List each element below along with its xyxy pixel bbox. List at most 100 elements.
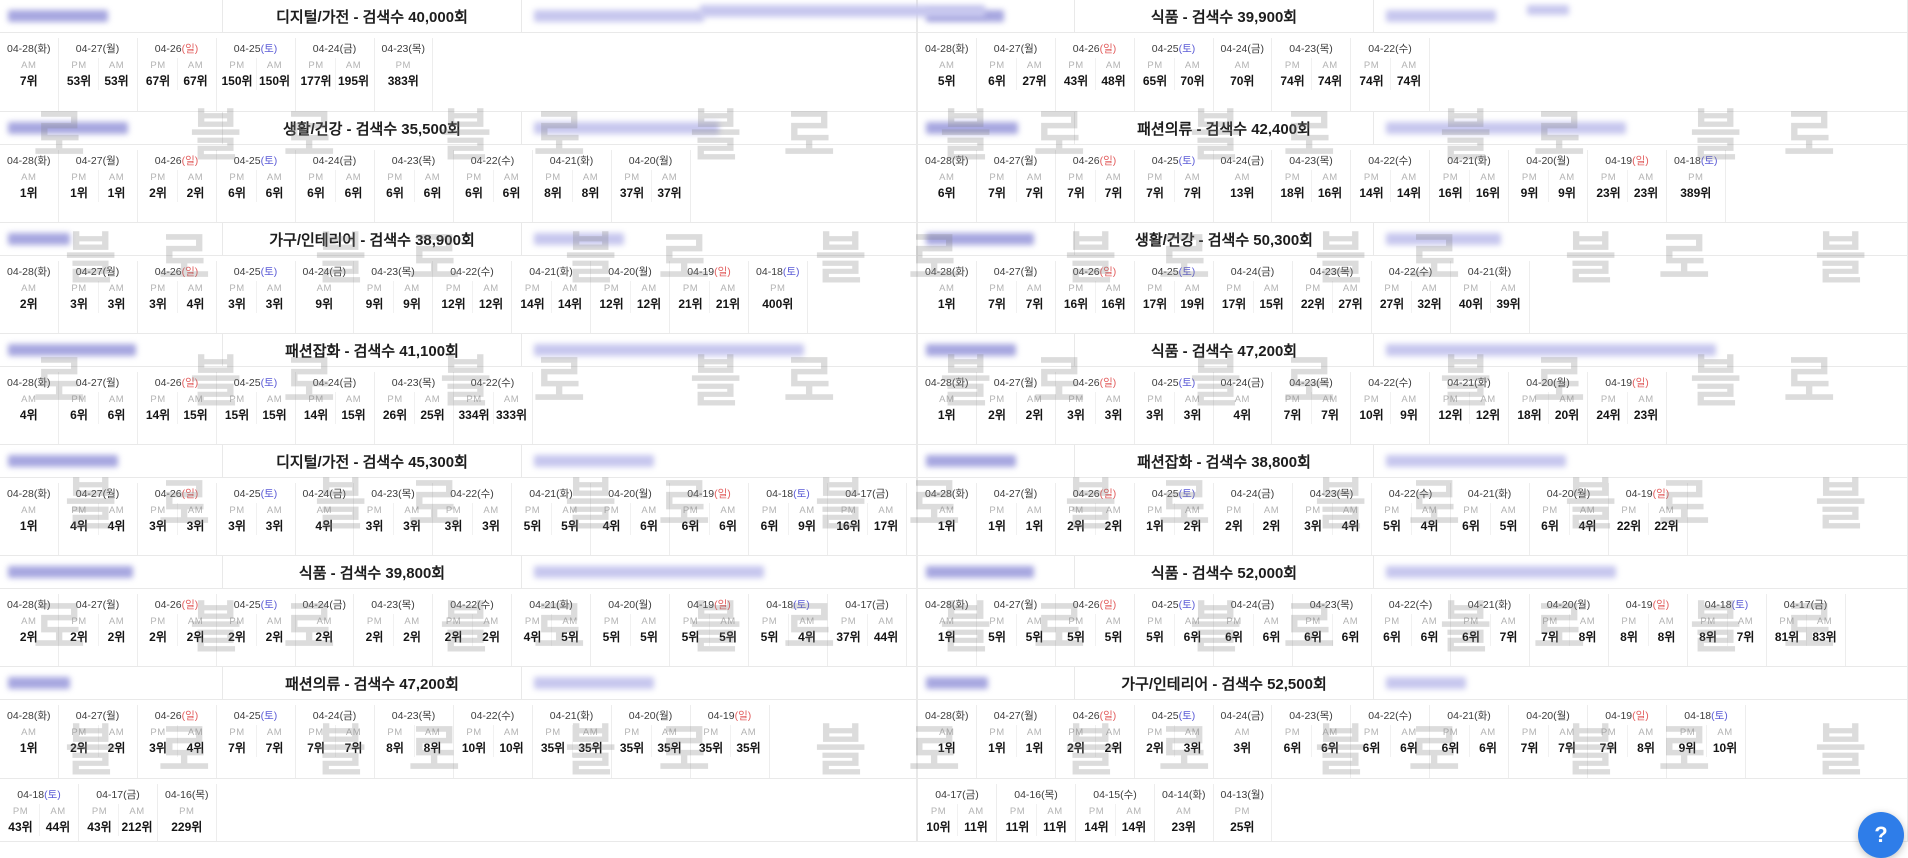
rank-value: 5위 (523, 519, 542, 533)
rank-cells: PM 22위 AM 22위 (1611, 503, 1685, 535)
rank-value: 83위 (1812, 630, 1837, 644)
rank-cell: AM 6위 (1390, 725, 1427, 757)
redacted-memo (1386, 122, 1626, 134)
ampm-label: PM (229, 172, 245, 183)
help-button[interactable]: ? (1858, 812, 1904, 858)
weekday-label: (목) (398, 599, 415, 611)
rank-cell: PM 18위 (1511, 392, 1548, 424)
rank-cell: AM 15위 (176, 392, 214, 424)
ampm-label: PM (445, 505, 462, 516)
date-column: 04-28(화) AM 4위 (0, 372, 59, 445)
keyword-panel: 디지털/가전 - 검색수 40,000회 04-28(화) AM 7위 04-2… (0, 0, 917, 112)
rank-cell: PM 2위 (1058, 725, 1095, 757)
panel-title: 패션의류 - 검색수 47,200회 (222, 667, 522, 699)
date-column: 04-23(목) PM 74위 AM 74위 (1272, 38, 1352, 111)
left-column: 디지털/가전 - 검색수 40,000회 04-28(화) AM 7위 04-2… (0, 0, 917, 842)
ampm-label: AM (740, 727, 757, 738)
ampm-label: PM (71, 505, 87, 516)
rank-value: 6위 (1462, 519, 1480, 533)
rank-value: 27위 (1338, 297, 1363, 311)
date-text: 04-23 (1309, 599, 1337, 611)
rank-history-row: 04-28(화) AM 4위 04-27(월) PM 6위 AM 6위 04-2… (0, 367, 916, 445)
rank-value: 8위 (1699, 630, 1717, 644)
date-text: 04-23 (1289, 710, 1317, 722)
rank-cell: PM 12위 (1432, 392, 1469, 424)
date-label: 04-22(수) (445, 598, 499, 612)
rank-value: 2위 (1183, 519, 1202, 533)
rank-value: 6위 (988, 74, 1006, 88)
date-column: 04-28(화) AM 1위 (918, 261, 977, 334)
date-column: 04-21(화) PM 12위 AM 12위 (1430, 372, 1510, 445)
date-text: 04-24 (1220, 43, 1248, 55)
panel-header: 식품 - 검색수 47,200회 (918, 334, 1907, 367)
ampm-label: AM (108, 172, 125, 183)
ampm-label: PM (1068, 616, 1084, 627)
rank-value: 2위 (365, 630, 384, 644)
date-text: 04-22 (1368, 377, 1396, 389)
date-column: 04-25(토) PM 150위 AM 150위 (217, 38, 296, 111)
weekday-label: (일) (1099, 488, 1117, 500)
rank-cell: PM 2위 (1216, 503, 1253, 535)
date-text: 04-23 (391, 710, 419, 722)
date-text: 04-26 (1072, 155, 1100, 167)
date-text: 04-25 (1151, 43, 1179, 55)
ampm-label: PM (524, 283, 541, 294)
rank-cells: PM 3위 AM 3위 (1137, 392, 1211, 424)
ampm-label: PM (229, 616, 245, 627)
rank-cell: AM 9위 (1548, 170, 1585, 202)
rank-value: 7위 (1067, 186, 1085, 200)
rank-value: 5위 (760, 630, 779, 644)
ampm-label: AM (1176, 806, 1192, 817)
ampm-label: PM (366, 616, 383, 627)
ampm-label: AM (1500, 616, 1517, 627)
rank-cells: PM 18위 AM 16위 (1274, 170, 1348, 202)
rank-cells: PM 6위 AM 6위 (1432, 725, 1506, 757)
rank-cells: AM 3위 (1224, 725, 1261, 757)
rank-value: 7위 (1736, 630, 1755, 644)
rank-value: 3위 (186, 519, 205, 533)
rank-cell: PM 35위 (693, 725, 730, 757)
ampm-label: AM (1234, 394, 1250, 405)
rank-cell: AM 6위 (334, 170, 372, 202)
rank-cell: AM 2위 (1173, 503, 1211, 535)
rank-cell: PM 400위 (759, 281, 796, 313)
date-text: 04-23 (1309, 266, 1337, 278)
weekday-label: (화) (33, 266, 51, 278)
ampm-label: AM (187, 727, 204, 738)
rank-cells: PM 6위 AM 6위 (1295, 614, 1369, 646)
rank-value: 4위 (107, 519, 126, 533)
date-text: 04-19 (687, 488, 715, 500)
weekday-label: (수) (497, 377, 515, 389)
date-text: 04-19 (707, 710, 735, 722)
rank-cell: AM 2위 (1252, 503, 1290, 535)
rank-value: 37위 (657, 186, 682, 200)
ampm-label: AM (1638, 727, 1654, 738)
rank-cell: AM 3위 (176, 503, 214, 535)
weekday-label: (금) (339, 155, 357, 167)
ampm-label: AM (1234, 172, 1250, 183)
date-column: 04-27(월) PM 2위 AM 2위 (59, 705, 138, 778)
date-column: 04-25(토) PM 6위 AM 6위 (217, 150, 296, 223)
date-label: 04-20(월) (603, 265, 657, 279)
rank-cell: PM 6위 (979, 58, 1016, 90)
ampm-label: AM (562, 505, 578, 516)
date-label: 04-22(수) (466, 154, 520, 168)
date-label: 04-25(토) (1147, 154, 1201, 168)
date-column: 04-23(목) PM 7위 AM 7위 (1272, 372, 1352, 445)
rank-cell: AM 4위 (176, 725, 214, 757)
rank-cell: PM 24위 (1590, 392, 1627, 424)
date-column: 04-21(화) PM 8위 AM 8위 (533, 150, 612, 223)
rank-value: 6위 (465, 186, 483, 200)
rank-cell: PM 7위 (1532, 614, 1569, 646)
date-label: 04-22(수) (466, 376, 520, 390)
date-text: 04-24 (312, 710, 340, 722)
ampm-label: PM (150, 60, 166, 71)
rank-cells: PM 24위 AM 23위 (1590, 392, 1664, 424)
ampm-label: AM (1105, 283, 1122, 294)
rank-cells: PM 6위 AM 6위 (456, 170, 530, 202)
rank-value: 7위 (1541, 630, 1559, 644)
panel-header: 생활/건강 - 검색수 50,300회 (918, 223, 1907, 256)
rank-value: 16위 (1317, 186, 1343, 200)
rank-cell: AM 1위 (928, 614, 965, 646)
rank-cell: AM 6위 (630, 503, 667, 535)
